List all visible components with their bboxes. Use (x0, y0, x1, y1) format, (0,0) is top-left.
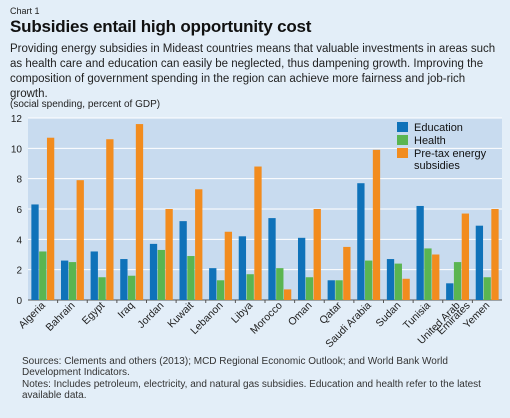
bar-health (68, 262, 77, 300)
bar-education (268, 218, 276, 300)
bar-health (157, 249, 165, 300)
bar-pre-tax-energy-subsidies (195, 189, 203, 300)
x-tick-label: Sudan (373, 300, 403, 330)
chart-number-label: Chart 1 (10, 6, 40, 16)
x-tick-label: Morocco (248, 300, 285, 337)
bar-pre-tax-energy-subsidies (402, 278, 410, 300)
legend-label: subsidies (414, 160, 460, 172)
bar-pre-tax-energy-subsidies (224, 231, 233, 300)
bar-health (394, 263, 402, 300)
y-tick-label: 10 (11, 144, 23, 155)
bar-education (446, 283, 454, 300)
x-tick-label: Oman (286, 300, 315, 329)
y-tick-label: 2 (16, 266, 22, 277)
bar-education (357, 183, 365, 300)
bar-education (327, 280, 335, 300)
x-tick-label: Egypt (80, 300, 108, 328)
x-tick-label: Qatar (317, 299, 344, 326)
bar-health (216, 280, 225, 300)
bar-health (246, 274, 254, 300)
bar-health (483, 277, 491, 300)
bar-health (128, 275, 136, 300)
bar-pre-tax-energy-subsidies (165, 209, 173, 300)
bar-pre-tax-energy-subsidies (343, 246, 351, 300)
bar-education (297, 237, 306, 300)
sources-note: Sources: Clements and others (2013); MCD… (22, 356, 448, 378)
y-tick-label: 4 (16, 235, 22, 246)
bar-education (209, 268, 217, 300)
bar-education (416, 205, 424, 300)
y-tick-label: 6 (16, 205, 22, 216)
bar-pre-tax-energy-subsidies (491, 209, 499, 300)
bar-education (179, 221, 187, 300)
bar-pre-tax-energy-subsidies (283, 289, 292, 300)
legend-swatch (397, 148, 408, 158)
bar-education (149, 243, 158, 300)
chart-subtitle: Providing energy subsidies in Mideast co… (10, 43, 496, 100)
bar-pre-tax-energy-subsidies (313, 209, 321, 300)
bar-pre-tax-energy-subsidies (254, 166, 262, 300)
x-tick-label: Bahrain (43, 300, 77, 334)
y-tick-label: 12 (11, 114, 23, 125)
bar-education (386, 259, 395, 300)
legend-swatch (397, 135, 408, 145)
legend-swatch (397, 122, 408, 132)
bar-pre-tax-energy-subsidies (46, 137, 55, 300)
bar-education (31, 204, 39, 300)
bar-health (187, 256, 195, 300)
bar-pre-tax-energy-subsidies (432, 254, 440, 300)
y-tick-label: 0 (16, 296, 22, 307)
legend-label: Pre-tax energy (414, 148, 487, 160)
legend-label: Health (414, 135, 446, 147)
units-label: (social spending, percent of GDP) (10, 99, 161, 110)
bar-education (90, 251, 98, 300)
y-tick-label: 8 (16, 175, 22, 186)
bar-health (365, 260, 373, 300)
bar-education (120, 259, 128, 300)
notes-note: Notes: Includes petroleum, electricity, … (22, 379, 481, 401)
footnotes: Sources: Clements and others (2013); MCD… (22, 356, 502, 401)
bar-pre-tax-energy-subsidies (372, 149, 381, 300)
x-tick-label: Iraq (116, 300, 137, 321)
bar-pre-tax-energy-subsidies (106, 139, 114, 300)
bar-health (276, 268, 284, 300)
bar-health (305, 277, 314, 300)
bar-health (98, 277, 106, 300)
x-tick-label: Libya (229, 300, 255, 326)
bar-education (60, 260, 69, 300)
legend-label: Education (414, 122, 463, 134)
bar-pre-tax-energy-subsidies (135, 124, 144, 300)
bar-education (475, 225, 484, 300)
bar-pre-tax-energy-subsidies (461, 213, 470, 300)
bar-health (335, 280, 343, 300)
x-tick-label: Lebanon (188, 300, 226, 338)
bar-pre-tax-energy-subsidies (76, 180, 84, 300)
bar-education (238, 236, 247, 300)
bar-health (424, 248, 432, 300)
x-tick-label: Jordan (135, 300, 166, 331)
chart-title: Subsidies entail high opportunity cost (10, 17, 312, 36)
bar-health (453, 262, 462, 300)
bar-health (39, 251, 47, 300)
